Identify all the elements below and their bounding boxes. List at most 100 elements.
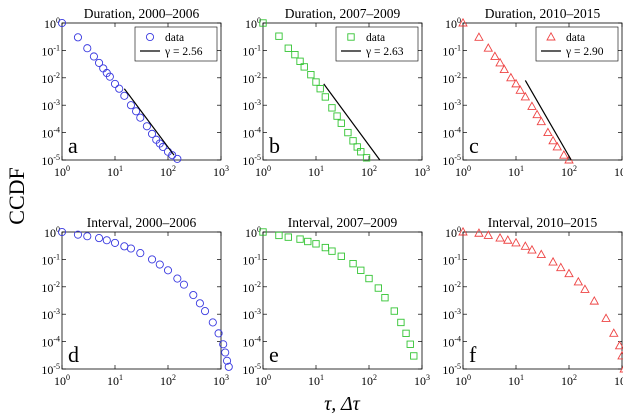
marker (349, 137, 357, 145)
y-tick-label: 10-5 (41, 153, 60, 168)
x-tick-label: 100 (54, 164, 70, 179)
panel-letter: a (68, 133, 78, 158)
marker (559, 150, 569, 159)
legend-box (134, 26, 218, 62)
marker (609, 328, 619, 337)
x-tick-label: 102 (361, 164, 377, 179)
marker (259, 19, 267, 27)
x-tick-label: 103 (614, 164, 623, 179)
marker (556, 262, 566, 272)
marker (402, 329, 410, 338)
x-tick-label: 102 (361, 373, 377, 388)
panel: 100 101 102 103 10-5 10-4 10-3 10-2 10-1 100 Inter… (41, 215, 233, 388)
marker (284, 44, 292, 52)
marker (532, 109, 542, 119)
x-tick-label: 101 (508, 373, 524, 388)
marker (214, 329, 223, 338)
y-axis-label: CCDF (4, 167, 29, 224)
x-tick-label: 102 (561, 373, 577, 388)
marker (483, 230, 494, 239)
marker (520, 241, 531, 250)
legend-label: γ = 2.90 (565, 46, 604, 58)
marker (300, 63, 308, 71)
marker (179, 280, 189, 289)
marker (102, 236, 111, 245)
marker (390, 307, 398, 315)
x-tick-label: 101 (107, 164, 123, 179)
marker (136, 249, 145, 258)
marker (208, 318, 217, 327)
y-tick-label: 100 (245, 16, 261, 31)
marker (189, 290, 198, 300)
x-tick-label: 100 (455, 373, 471, 388)
marker (284, 233, 292, 241)
marker (200, 307, 210, 316)
marker (147, 129, 157, 138)
y-tick-label: 10-1 (41, 43, 60, 58)
x-tick-label: 102 (160, 373, 176, 388)
y-tick-label: 10-2 (41, 280, 60, 295)
legend-label: γ = 2.56 (164, 46, 203, 58)
marker (73, 33, 83, 42)
x-tick-label: 101 (308, 373, 324, 388)
plot-area (262, 231, 423, 370)
marker (362, 154, 371, 162)
marker (321, 93, 329, 101)
marker (580, 284, 590, 293)
marker (222, 356, 232, 365)
plot-area (61, 231, 222, 370)
marker (520, 91, 531, 101)
y-tick-label: 10-3 (242, 307, 261, 322)
panel: 100 101 102 103 10-5 10-4 10-3 10-2 10-1 100 Inter… (442, 215, 623, 388)
marker (57, 227, 67, 237)
plot-area (462, 231, 623, 370)
x-tick-label: 100 (455, 164, 471, 179)
marker (515, 85, 525, 94)
marker (397, 318, 405, 327)
x-tick-label: 100 (255, 164, 271, 179)
x-axis-label: τ, Δτ (324, 393, 361, 415)
y-tick-label: 100 (44, 225, 60, 240)
marker (83, 44, 92, 53)
y-tick-label: 10-5 (442, 362, 461, 377)
marker (219, 340, 228, 349)
y-tick-label: 10-4 (41, 335, 60, 350)
y-tick-label: 10-2 (242, 280, 261, 295)
y-tick-label: 10-5 (242, 362, 261, 377)
marker (564, 268, 574, 278)
y-tick-label: 10-3 (242, 98, 261, 113)
marker (349, 259, 357, 268)
marker (312, 78, 320, 86)
marker (89, 52, 98, 61)
y-tick-label: 10-1 (242, 252, 261, 267)
panel-title: Duration, 2000–2006 (84, 6, 200, 21)
marker (316, 85, 324, 93)
marker (126, 101, 136, 110)
panel: 100 101 102 103 10-5 10-4 10-3 10-2 10-1 100 Inter… (242, 215, 430, 388)
marker (163, 266, 173, 275)
marker (173, 154, 182, 163)
marker (458, 226, 468, 236)
marker (296, 57, 304, 65)
marker (333, 112, 341, 120)
panel-title: Duration, 2010–2015 (485, 6, 601, 21)
x-tick-label: 103 (614, 373, 623, 388)
marker (490, 51, 500, 60)
x-tick-label: 101 (107, 373, 123, 388)
marker (221, 348, 230, 357)
marker (495, 232, 505, 242)
marker (381, 294, 389, 302)
marker (312, 240, 320, 248)
legend-swatch (145, 32, 155, 42)
marker (195, 299, 204, 308)
x-tick-label: 103 (414, 373, 430, 388)
marker (304, 237, 312, 246)
panel-title: Interval, 2010–2015 (488, 215, 598, 230)
marker (543, 127, 553, 137)
panel-title: Interval, 2000–2006 (87, 215, 197, 230)
marker (328, 247, 336, 255)
marker (617, 350, 623, 360)
marker (365, 274, 373, 283)
y-tick-label: 10-4 (442, 126, 461, 141)
